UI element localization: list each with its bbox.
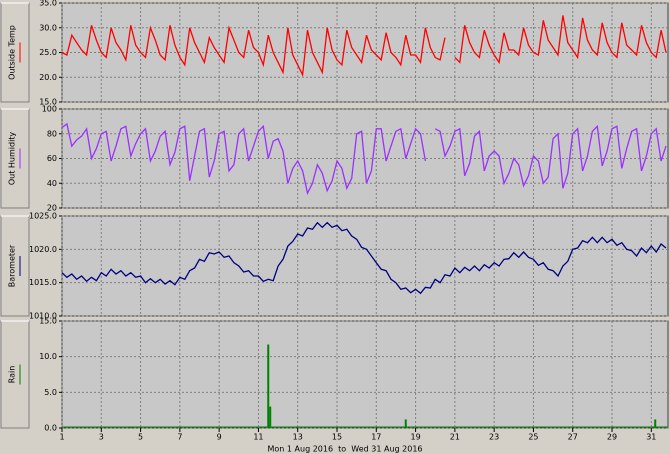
y-tick-label: 30.0 <box>39 23 57 32</box>
x-tick-label: 29 <box>607 433 617 442</box>
x-tick-label: 21 <box>450 433 460 442</box>
x-tick-label: 3 <box>99 433 104 442</box>
x-axis-label: Mon 1 Aug 2016 to Wed 31 Aug 2016 <box>268 445 423 454</box>
x-tick-label: 7 <box>177 433 182 442</box>
x-tick-label: 9 <box>217 433 222 442</box>
plot-area <box>61 2 669 103</box>
x-tick-label: 13 <box>293 433 303 442</box>
bar <box>129 427 132 428</box>
bar <box>269 406 272 428</box>
bar <box>404 419 407 428</box>
y-axis-label: Rain <box>8 366 17 384</box>
y-tick-label: 15.0 <box>39 317 57 326</box>
data-line <box>61 122 667 196</box>
y-tick-label: 80 <box>47 129 57 138</box>
y-tick-label: 100 <box>42 105 57 114</box>
y-axis-label: Barometer <box>8 244 17 287</box>
panel-button <box>0 108 30 209</box>
y-tick-label: 20.0 <box>39 73 57 82</box>
y-tick-label: 10.0 <box>39 352 57 361</box>
y-tick-label: 1025.0 <box>29 212 57 221</box>
bar <box>542 426 545 428</box>
y-tick-label: 1010.0 <box>29 312 57 321</box>
y-axis-label: Out Humidity <box>8 132 17 186</box>
y-tick-label: 40 <box>47 179 57 188</box>
bar <box>654 419 657 428</box>
y-tick-label: 35.0 <box>39 0 57 8</box>
y-axis-label: Outside Temp <box>8 25 17 80</box>
x-tick-label: 15 <box>332 433 342 442</box>
bar <box>208 426 211 428</box>
y-tick-label: 5.0 <box>44 388 57 397</box>
x-tick-label: 17 <box>371 433 381 442</box>
panel-button <box>0 215 30 317</box>
panel-button <box>0 2 30 103</box>
y-tick-label: 20 <box>47 204 57 213</box>
x-tick-label: 1 <box>59 433 64 442</box>
y-tick-label: 1015.0 <box>29 278 57 287</box>
x-tick-label: 19 <box>410 433 420 442</box>
plot-area <box>61 108 669 209</box>
data-line <box>61 221 667 295</box>
bar <box>267 344 270 428</box>
y-tick-label: 60 <box>47 154 57 163</box>
x-tick-label: 25 <box>528 433 538 442</box>
x-tick-label: 23 <box>489 433 499 442</box>
plot-area <box>61 215 669 317</box>
y-tick-label: 1020.0 <box>29 245 57 254</box>
y-tick-label: 0.0 <box>44 424 57 433</box>
y-tick-label: 15.0 <box>39 98 57 107</box>
plot-area <box>61 320 669 429</box>
x-tick-label: 31 <box>646 433 656 442</box>
x-tick-label: 27 <box>568 433 578 442</box>
x-tick-label: 11 <box>253 433 263 442</box>
x-tick-label: 5 <box>138 433 143 442</box>
y-tick-label: 25.0 <box>39 48 57 57</box>
data-line <box>61 15 667 78</box>
